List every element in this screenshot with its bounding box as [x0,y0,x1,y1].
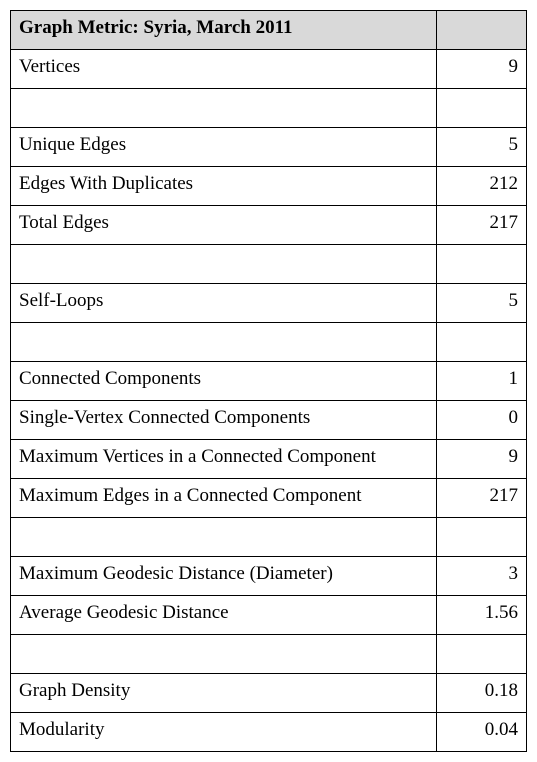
table-row [11,635,527,674]
table-row: Maximum Vertices in a Connected Componen… [11,440,527,479]
metric-value: 0 [436,401,526,440]
table-body: Vertices9Unique Edges5Edges With Duplica… [11,50,527,752]
table-row: Vertices9 [11,50,527,89]
metric-label: Unique Edges [11,128,437,167]
spacer-cell [11,245,437,284]
metric-value: 9 [436,440,526,479]
table-header-value [436,11,526,50]
metric-label: Connected Components [11,362,437,401]
table-row: Average Geodesic Distance1.56 [11,596,527,635]
table-row: Graph Density0.18 [11,674,527,713]
metric-label: Graph Density [11,674,437,713]
table-row: Self-Loops5 [11,284,527,323]
metric-label: Maximum Edges in a Connected Component [11,479,437,518]
metric-value: 212 [436,167,526,206]
spacer-cell [11,635,437,674]
metric-label: Self-Loops [11,284,437,323]
metric-value: 1.56 [436,596,526,635]
spacer-cell [436,323,526,362]
spacer-cell [436,635,526,674]
metric-value: 3 [436,557,526,596]
metric-label: Total Edges [11,206,437,245]
table-row: Maximum Geodesic Distance (Diameter)3 [11,557,527,596]
metric-value: 1 [436,362,526,401]
metric-value: 217 [436,479,526,518]
metric-label: Maximum Vertices in a Connected Componen… [11,440,437,479]
metric-label: Average Geodesic Distance [11,596,437,635]
table-row: Edges With Duplicates212 [11,167,527,206]
table-row: Total Edges217 [11,206,527,245]
spacer-cell [436,518,526,557]
table-row: Single-Vertex Connected Components0 [11,401,527,440]
table-row: Unique Edges5 [11,128,527,167]
table-row [11,89,527,128]
metric-label: Maximum Geodesic Distance (Diameter) [11,557,437,596]
spacer-cell [11,518,437,557]
spacer-cell [436,89,526,128]
table-row [11,323,527,362]
graph-metric-table: Graph Metric: Syria, March 2011 Vertices… [10,10,527,752]
table-row: Maximum Edges in a Connected Component21… [11,479,527,518]
metric-label: Edges With Duplicates [11,167,437,206]
table-row [11,245,527,284]
spacer-cell [11,323,437,362]
table-header-row: Graph Metric: Syria, March 2011 [11,11,527,50]
metric-value: 0.04 [436,713,526,752]
metric-label: Vertices [11,50,437,89]
metric-value: 5 [436,284,526,323]
metric-value: 217 [436,206,526,245]
metric-value: 9 [436,50,526,89]
table-title: Graph Metric: Syria, March 2011 [11,11,437,50]
table-row [11,518,527,557]
metric-label: Modularity [11,713,437,752]
metric-value: 5 [436,128,526,167]
table-row: Connected Components1 [11,362,527,401]
spacer-cell [11,89,437,128]
table-row: Modularity0.04 [11,713,527,752]
metric-label: Single-Vertex Connected Components [11,401,437,440]
metric-value: 0.18 [436,674,526,713]
spacer-cell [436,245,526,284]
